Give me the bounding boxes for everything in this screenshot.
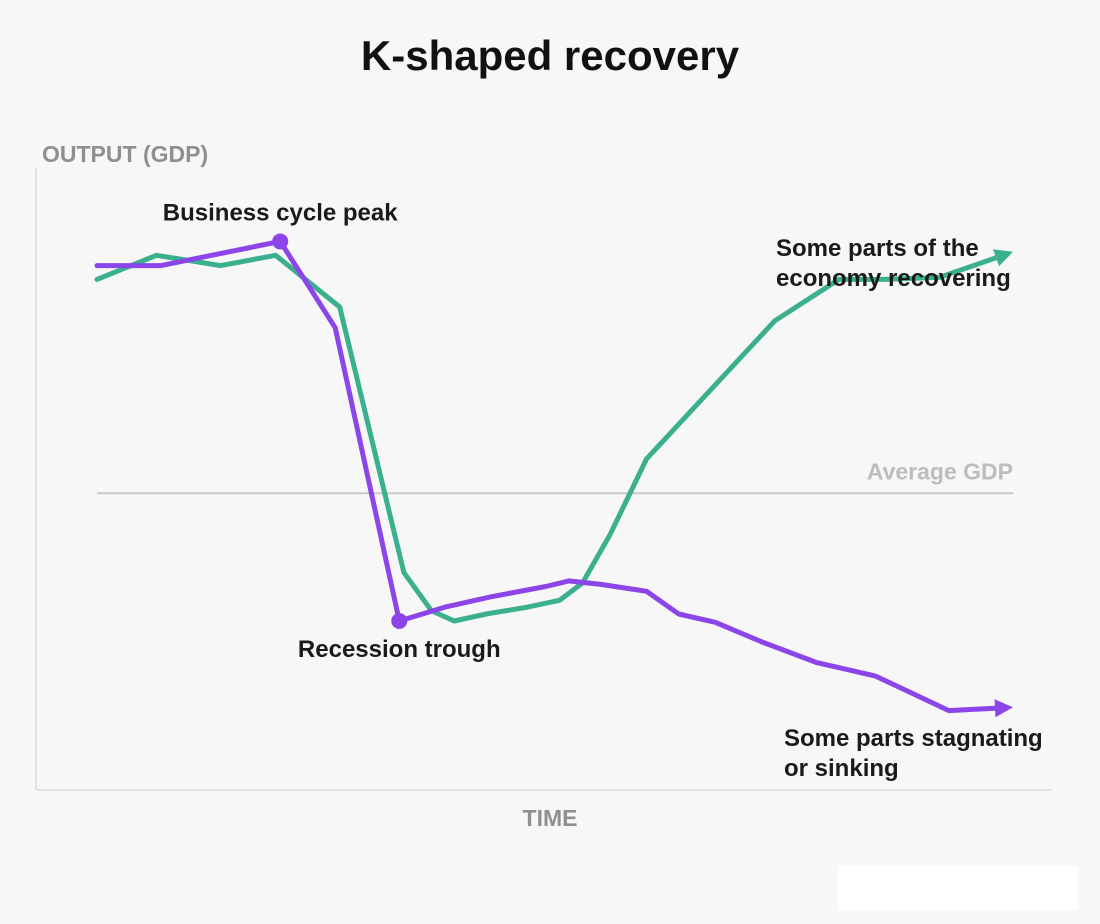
series-label-1-line-0: Some parts stagnating bbox=[784, 725, 1043, 752]
annotation-marker-0 bbox=[272, 233, 289, 250]
series-line-1 bbox=[94, 238, 1000, 714]
y-axis-label: OUTPUT (GDP) bbox=[42, 141, 208, 167]
series-line-0 bbox=[94, 252, 1001, 624]
average-gdp-label: Average GDP bbox=[867, 458, 1013, 484]
chart-title: K-shaped recovery bbox=[361, 32, 740, 79]
series-arrowhead-1 bbox=[994, 699, 1013, 718]
x-axis-label: TIME bbox=[523, 805, 578, 831]
series-label-1-line-1: or sinking bbox=[784, 755, 899, 782]
corner-blank-panel bbox=[838, 866, 1078, 910]
series-label-0-line-0: Some parts of the bbox=[776, 235, 979, 262]
series-label-0-line-1: economy recovering bbox=[776, 265, 1011, 292]
annotation-marker-1 bbox=[391, 612, 408, 629]
series-arrowhead-0 bbox=[993, 249, 1013, 267]
annotation-label-0: Business cycle peak bbox=[163, 199, 398, 226]
annotation-label-1: Recession trough bbox=[298, 636, 501, 663]
